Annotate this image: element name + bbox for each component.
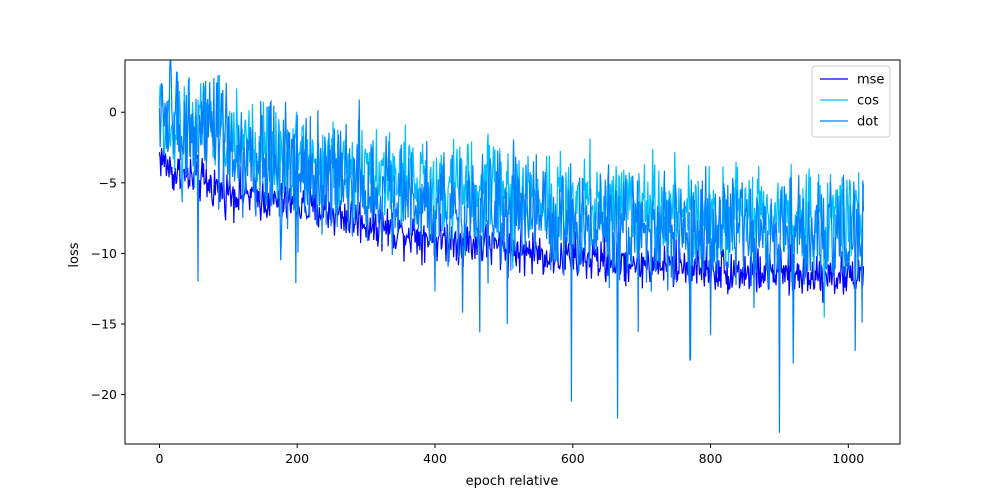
y-axis: 0 −5 −10 −15 −20 (91, 105, 125, 402)
legend-label-cos: cos (857, 94, 879, 109)
legend-label-dot: dot (857, 115, 878, 130)
axes-frame (124, 59, 901, 445)
x-tick-label: 1000 (832, 451, 864, 466)
y-axis-label: loss (67, 242, 82, 267)
y-tick-label: −5 (99, 175, 117, 190)
x-axis: 0 200 400 600 800 1000 (155, 444, 864, 466)
plot-area (158, 60, 865, 433)
x-tick-label: 200 (285, 451, 309, 466)
y-tick-label: −15 (91, 317, 117, 332)
y-tick-label: −20 (91, 387, 117, 402)
x-tick-label: 800 (699, 451, 723, 466)
x-tick-label: 0 (155, 451, 163, 466)
legend: mse cos dot (811, 65, 891, 138)
y-tick-label: −10 (91, 246, 117, 261)
series-line-dot (158, 60, 865, 433)
legend-label-mse: mse (857, 73, 884, 88)
y-tick-label: 0 (109, 105, 117, 120)
x-tick-label: 600 (561, 451, 585, 466)
legend-box (811, 65, 891, 138)
x-axis-label: epoch relative (466, 474, 559, 489)
plot-frame (124, 59, 901, 445)
x-tick-label: 400 (423, 451, 447, 466)
